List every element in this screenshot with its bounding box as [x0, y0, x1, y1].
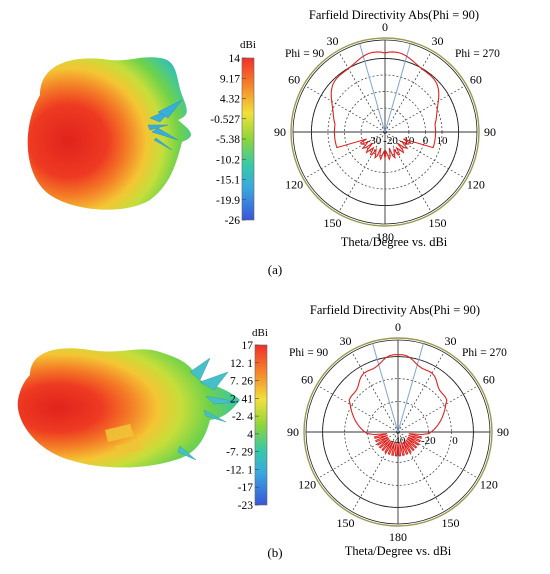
polar-b-beam-line: [372, 343, 399, 433]
colorbar-a-tick-label: -0.527: [210, 114, 240, 126]
colorbar-b-tick-label: 2. 41: [230, 393, 253, 405]
polar-a-angle-label: 120: [285, 178, 303, 192]
polar-a-angle-label: 0: [382, 20, 388, 34]
polar-a-angle-label: 30: [432, 34, 444, 48]
polar-a-angle-label: 90: [484, 125, 496, 139]
polar-a-spoke: [384, 131, 465, 179]
polar-a-spoke: [305, 85, 386, 133]
polar-a-angle-label: 60: [288, 73, 300, 87]
polar-a-spoke: [338, 52, 386, 133]
colorbar-b-tick-label: -2. 4: [232, 411, 253, 423]
polar-b-spoke: [318, 431, 399, 479]
polar-b-radial-label: -20: [421, 435, 436, 447]
polar-plot-b: Farfield Directivity Abs(Phi = 90) Phi =…: [287, 303, 509, 558]
polar-a-radial-label: 10: [437, 135, 449, 147]
colorbar-b-tick-label: 4: [247, 429, 253, 441]
colorbar-a-tick-label: 14: [229, 53, 241, 65]
colorbar-b-tick-label: 12. 1: [230, 358, 253, 370]
polar-a-axis-caption: Theta/Degree vs. dBi: [341, 235, 448, 249]
polar-a-angle-label: 90: [274, 125, 286, 139]
colorbar-b-gradient: [254, 344, 268, 506]
colorbar-b-tick-label: -12. 1: [226, 464, 253, 476]
polar-b-spoke: [351, 431, 399, 512]
polar-b-angle-label: 60: [301, 373, 313, 387]
polar-plot-a: Farfield Directivity Abs(Phi = 90) Phi =…: [274, 8, 500, 249]
polar-a-left-label: Phi = 90: [285, 48, 324, 60]
polar-b-spoke: [397, 352, 445, 433]
polar-b-angle-label: 180: [389, 530, 407, 544]
polar-a-title: Farfield Directivity Abs(Phi = 90): [309, 8, 479, 22]
polar-b-angle-label: 0: [395, 320, 401, 334]
polar-a-radial-label: 0: [423, 135, 429, 147]
polar-b-radial-label: 0: [452, 435, 458, 447]
colorbar-a-tick-label: -5.38: [216, 134, 240, 146]
polar-b-angle-label: 150: [442, 516, 460, 530]
colorbar-b-ticks: 17 12. 1 7. 26 2. 41 -2. 4 4 -7. 29 -12. 1 -17 -2…: [226, 340, 259, 512]
colorbar-a: dBi 14 9.17 4.32 -0.527 -5.38 -10.2 -15.1 -19.9…: [210, 39, 256, 227]
polar-a-angle-label: 120: [467, 178, 485, 192]
polar-a-spoke: [384, 131, 432, 212]
colorbar-b-tick-label: 17: [242, 340, 254, 352]
polar-b-title: Farfield Directivity Abs(Phi = 90): [310, 303, 480, 317]
colorbar-a-ticks: 14 9.17 4.32 -0.527 -5.38 -10.2 -15.1 -19.9 -26: [210, 53, 246, 227]
polar-a-spoke: [384, 52, 432, 133]
pattern-3d-a: [27, 57, 191, 210]
polar-a-spoke: [338, 131, 386, 212]
caption-b: (b): [267, 545, 282, 560]
polar-a-angle-label: 150: [429, 216, 447, 230]
polar-a-angle-label: 60: [470, 73, 482, 87]
colorbar-a-unit: dBi: [240, 39, 256, 51]
colorbar-b: dBi 17 12. 1 7. 26 2. 41 -2. 4 4 -7. 29 -12. 1 -…: [226, 327, 268, 512]
polar-a-outer-ring: [290, 37, 480, 227]
colorbar-a-tick-label: -26: [225, 215, 241, 227]
colorbar-a-tick-label: 9.17: [220, 73, 240, 85]
colorbar-b-unit: dBi: [252, 327, 268, 339]
polar-b-beam-line: [397, 343, 424, 433]
polar-b-angle-label: 90: [497, 425, 509, 439]
polar-a-angle-label: 150: [324, 216, 342, 230]
polar-b-spoke: [397, 385, 478, 433]
polar-a-spoke: [384, 85, 465, 133]
polar-b-axis-caption: Theta/Degree vs. dBi: [345, 544, 452, 558]
colorbar-b-tick-label: 7. 26: [230, 376, 253, 388]
pattern-3d-b: [17, 348, 240, 468]
polar-b-angle-label: 120: [480, 478, 498, 492]
polar-b-angle-label: 30: [445, 334, 457, 348]
colorbar-b-tick-label: -7. 29: [226, 447, 253, 459]
colorbar-a-tick-label: 4.32: [220, 94, 240, 106]
polar-a-angle-label: 180: [376, 230, 394, 244]
caption-a: (a): [268, 262, 282, 277]
colorbar-b-tick-label: -23: [238, 500, 254, 512]
polar-a-radial-label: -20: [383, 135, 398, 147]
polar-b-angle-label: 120: [298, 478, 316, 492]
polar-a-spoke: [305, 131, 386, 179]
polar-b-angle-label: 90: [287, 425, 299, 439]
colorbar-a-tick-label: -15.1: [216, 175, 240, 187]
polar-b-pattern-trace: [348, 354, 448, 457]
polar-b-right-label: Phi = 270: [462, 347, 507, 359]
colorbar-a-tick-label: -10.2: [216, 154, 240, 166]
polar-a-angle-label: 30: [327, 34, 339, 48]
polar-a-pattern-trace: [330, 51, 440, 161]
colorbar-a-tick-label: -19.9: [216, 195, 240, 207]
polar-b-spoke: [397, 431, 445, 512]
polar-a-beam-line: [384, 43, 411, 133]
polar-a-right-label: Phi = 270: [455, 48, 500, 60]
polar-b-angle-label: 60: [483, 373, 495, 387]
polar-a-beam-line: [359, 43, 386, 133]
polar-b-spoke: [397, 431, 478, 479]
polar-b-angle-label: 30: [340, 334, 352, 348]
polar-b-angle-label: 150: [337, 516, 355, 530]
colorbar-b-tick-label: -17: [238, 482, 254, 494]
polar-b-spoke: [318, 385, 399, 433]
polar-b-left-label: Phi = 90: [289, 347, 328, 359]
polar-b-spoke: [351, 352, 399, 433]
polar-b-outer-ring: [303, 337, 493, 527]
